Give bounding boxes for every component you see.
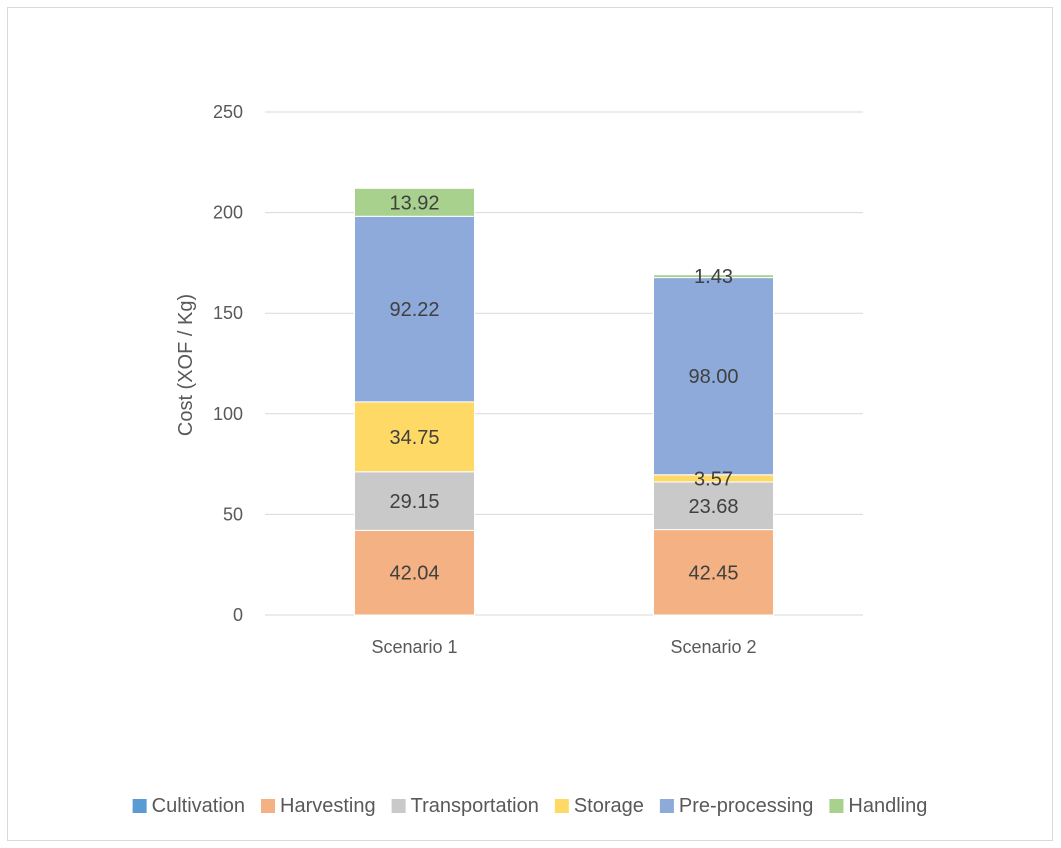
bar-segment: [354, 529, 475, 616]
legend-item: Harvesting: [261, 795, 376, 817]
legend-item: Storage: [554, 795, 644, 817]
legend-label: Harvesting: [280, 795, 376, 817]
legend-swatch: [554, 799, 569, 813]
y-tick-label: 200: [213, 203, 243, 223]
data-label: 3.57: [694, 468, 733, 490]
legend-item: Transportation: [391, 795, 539, 817]
data-label: 23.68: [688, 496, 738, 518]
data-label: 13.92: [389, 192, 439, 214]
data-label: 98.00: [688, 366, 738, 388]
legend-item: Handling: [829, 795, 927, 817]
y-axis-title: Cost (XOF / Kg): [175, 294, 197, 436]
legend-swatch: [659, 799, 674, 813]
data-label: 42.45: [688, 562, 738, 584]
legend-label: Cultivation: [152, 795, 245, 817]
y-axis-ticks: 0 50 100 150 200 250: [213, 102, 243, 625]
legend-label: Transportation: [411, 795, 539, 817]
y-tick-label: 250: [213, 102, 243, 122]
y-tick-label: 50: [223, 504, 243, 524]
legend-swatch: [829, 799, 844, 813]
y-tick-label: 0: [233, 605, 243, 625]
y-tick-label: 150: [213, 303, 243, 323]
legend-label: Pre-processing: [679, 795, 814, 817]
bar-segment: [653, 481, 774, 531]
legend-swatch: [391, 799, 406, 813]
data-labels: 42.04 29.15 34.75 92.22 13.92 42.45 23.68 3.57 9…: [389, 192, 738, 584]
legend-item: Pre-processing: [659, 795, 814, 817]
legend: Cultivation Harvesting Transportation Stora…: [132, 795, 927, 817]
bar-segment: [653, 274, 774, 279]
chart-frame: [7, 7, 1053, 841]
y-tick-label: 100: [213, 404, 243, 424]
bar-segment: [354, 215, 475, 403]
x-tick-label: Scenario 2: [670, 637, 756, 657]
data-label: 29.15: [389, 491, 439, 513]
bars: [354, 187, 774, 616]
bar-segment: [354, 471, 475, 531]
legend-swatch: [132, 799, 147, 813]
bar-segment: [653, 277, 774, 476]
x-tick-label: Scenario 1: [371, 637, 457, 657]
data-label: 1.43: [694, 266, 733, 288]
x-axis-ticks: Scenario 1 Scenario 2: [371, 637, 756, 657]
legend-item: Cultivation: [132, 795, 245, 817]
legend-label: Handling: [848, 795, 927, 817]
bar-segment: [653, 529, 774, 616]
bar-segment: [354, 187, 475, 217]
data-label: 92.22: [389, 299, 439, 321]
data-label: 42.04: [389, 563, 439, 585]
legend-swatch: [261, 799, 276, 813]
data-label: 34.75: [389, 427, 439, 449]
legend-label: Storage: [574, 795, 644, 817]
